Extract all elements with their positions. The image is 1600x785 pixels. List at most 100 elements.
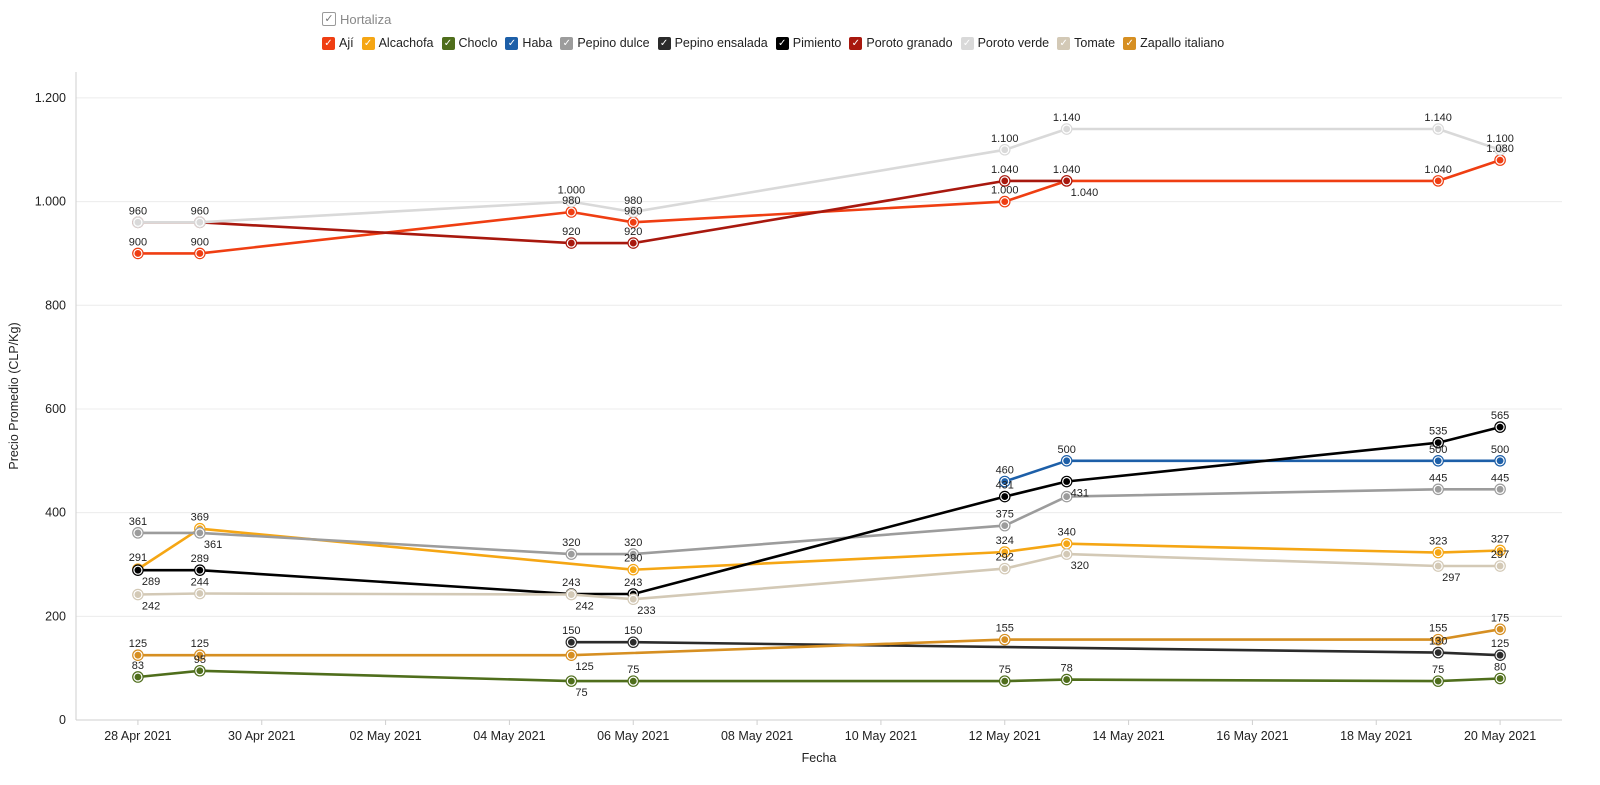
data-point[interactable] — [196, 651, 204, 659]
data-point[interactable] — [1063, 550, 1071, 558]
data-label: 78 — [1061, 663, 1073, 675]
legend-item-pepino-ensalada[interactable]: ✓ Pepino ensalada — [657, 36, 768, 50]
checkbox-checked-icon[interactable]: ✓ — [657, 36, 671, 50]
data-point[interactable] — [1063, 125, 1071, 133]
data-point[interactable] — [134, 218, 142, 226]
y-tick-label: 400 — [45, 506, 66, 520]
data-point[interactable] — [1063, 457, 1071, 465]
legend-item-aji[interactable]: ✓ Ají — [322, 36, 354, 50]
data-point[interactable] — [1434, 177, 1442, 185]
data-point[interactable] — [196, 529, 204, 537]
legend-item-pepino-dulce[interactable]: ✓ Pepino dulce — [560, 36, 650, 50]
data-point[interactable] — [567, 651, 575, 659]
legend-item-zapallo-italiano[interactable]: ✓ Zapallo italiano — [1123, 36, 1224, 50]
data-point[interactable] — [629, 595, 637, 603]
data-point[interactable] — [629, 677, 637, 685]
legend-item-poroto-verde[interactable]: ✓ Poroto verde — [960, 36, 1049, 50]
data-point[interactable] — [1434, 485, 1442, 493]
data-point[interactable] — [134, 591, 142, 598]
data-point[interactable] — [1434, 439, 1442, 447]
data-point[interactable] — [196, 250, 204, 257]
data-point[interactable] — [1496, 156, 1504, 164]
data-point[interactable] — [1001, 548, 1009, 556]
data-point[interactable] — [134, 529, 142, 537]
legend-item-poroto-granado[interactable]: ✓ Poroto granado — [849, 36, 953, 50]
checkbox-checked-icon[interactable]: ✓ — [1057, 36, 1071, 50]
data-point[interactable] — [1496, 547, 1504, 554]
data-label: 431 — [996, 480, 1014, 492]
data-point[interactable] — [1496, 146, 1504, 154]
checkbox-checked-icon[interactable]: ✓ — [849, 36, 863, 50]
data-point[interactable] — [196, 566, 204, 574]
data-point[interactable] — [1063, 540, 1071, 548]
data-point[interactable] — [1063, 493, 1071, 500]
data-point[interactable] — [1001, 522, 1009, 529]
data-point[interactable] — [1496, 675, 1504, 682]
data-point[interactable] — [1496, 423, 1504, 431]
legend-title-checkbox-icon[interactable]: ✓ — [322, 12, 336, 26]
data-point[interactable] — [629, 208, 637, 216]
data-point[interactable] — [567, 591, 575, 598]
checkbox-checked-icon[interactable]: ✓ — [322, 36, 335, 50]
checkbox-checked-icon[interactable]: ✓ — [960, 36, 974, 50]
data-point[interactable] — [629, 566, 637, 574]
data-point[interactable] — [567, 239, 575, 247]
data-point[interactable] — [1434, 562, 1442, 570]
data-point[interactable] — [1001, 478, 1009, 485]
legend-items: ✓ Ají ✓ Alcachofa ✓ Choclo ✓ Haba ✓ Pepino dulce ✓… — [322, 34, 1582, 52]
data-point[interactable] — [1496, 651, 1504, 659]
data-point[interactable] — [629, 239, 637, 247]
data-point[interactable] — [134, 673, 142, 681]
data-point[interactable] — [1434, 549, 1442, 556]
data-point[interactable] — [1001, 177, 1009, 185]
data-point[interactable] — [1434, 125, 1442, 133]
y-axis-title: Precio Promedio (CLP/Kg) — [7, 322, 21, 469]
data-point[interactable] — [629, 550, 637, 558]
data-point[interactable] — [134, 566, 142, 574]
data-point[interactable] — [1434, 649, 1442, 657]
data-point[interactable] — [567, 550, 575, 558]
legend-item-tomate[interactable]: ✓ Tomate — [1057, 36, 1115, 50]
legend-item-alcachofa[interactable]: ✓ Alcachofa — [361, 36, 434, 50]
series-aji — [132, 154, 1506, 260]
data-point[interactable] — [1001, 677, 1009, 685]
legend-item-pimiento[interactable]: ✓ Pimiento — [775, 36, 841, 50]
data-point[interactable] — [134, 651, 142, 659]
checkbox-checked-icon[interactable]: ✓ — [775, 36, 789, 50]
data-point[interactable] — [1001, 146, 1009, 154]
data-point[interactable] — [567, 208, 575, 216]
checkbox-checked-icon[interactable]: ✓ — [1123, 36, 1137, 50]
legend-item-choclo[interactable]: ✓ Choclo — [441, 36, 497, 50]
checkbox-checked-icon[interactable]: ✓ — [441, 36, 455, 50]
data-point[interactable] — [629, 218, 637, 226]
data-point[interactable] — [1063, 478, 1071, 485]
data-point[interactable] — [1496, 457, 1504, 465]
data-point[interactable] — [134, 250, 142, 257]
data-label: 535 — [1429, 426, 1447, 438]
data-point[interactable] — [1063, 676, 1071, 683]
data-point[interactable] — [629, 638, 637, 646]
data-point[interactable] — [1001, 565, 1009, 573]
data-point[interactable] — [196, 667, 204, 675]
data-point[interactable] — [1001, 493, 1009, 500]
data-point[interactable] — [567, 638, 575, 646]
data-point[interactable] — [1001, 636, 1009, 644]
data-point[interactable] — [1001, 198, 1009, 206]
data-point[interactable] — [196, 590, 204, 597]
data-point[interactable] — [567, 677, 575, 685]
data-point[interactable] — [1063, 177, 1071, 185]
data-point[interactable] — [1496, 625, 1504, 633]
data-point[interactable] — [1496, 562, 1504, 570]
data-point[interactable] — [1434, 636, 1442, 644]
checkbox-checked-icon[interactable]: ✓ — [560, 36, 574, 50]
checkbox-checked-icon[interactable]: ✓ — [361, 36, 375, 50]
data-point[interactable] — [196, 218, 204, 226]
legend-title-row[interactable]: ✓ Hortaliza — [322, 10, 1582, 28]
data-point[interactable] — [1434, 677, 1442, 685]
data-point[interactable] — [1434, 457, 1442, 465]
data-point[interactable] — [1496, 485, 1504, 493]
checkbox-checked-icon[interactable]: ✓ — [505, 36, 519, 50]
legend-item-haba[interactable]: ✓ Haba — [505, 36, 552, 50]
data-point[interactable] — [567, 198, 575, 206]
x-tick-label: 30 Apr 2021 — [228, 729, 295, 743]
